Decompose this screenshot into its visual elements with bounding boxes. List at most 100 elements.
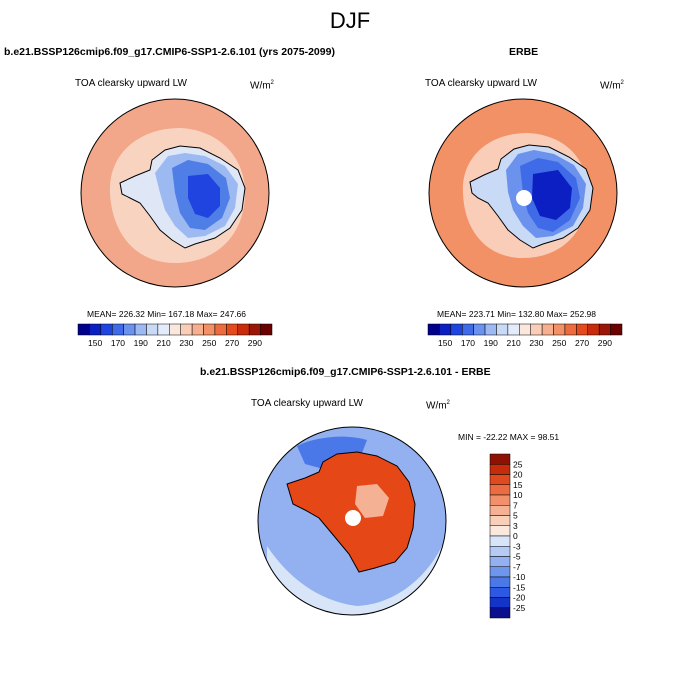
- diff-colorbar-tick-label: -15: [513, 582, 526, 592]
- diff-colorbar-tick-label: -10: [513, 572, 526, 582]
- diff-colorbar-tick-label: 15: [513, 480, 523, 490]
- obs-colorbar-tick-label: 250: [552, 338, 566, 348]
- diff-stats: MIN = -22.22 MAX = 98.51: [458, 432, 560, 442]
- model-colorbar-swatch: [111, 323, 124, 336]
- model-colorbar-swatch: [157, 323, 170, 336]
- diff-colorbar-swatch: [489, 494, 511, 506]
- diff-colorbar-swatch: [489, 505, 511, 516]
- model-variable-label: TOA clearsky upward LW: [75, 78, 187, 89]
- diff-colorbar-swatch: [489, 474, 511, 485]
- coastline: [286, 451, 416, 573]
- figure-title: DJF: [329, 8, 371, 33]
- obs-panel-title: ERBE: [509, 46, 539, 58]
- model-colorbar-tick-label: 170: [111, 338, 125, 348]
- obs-polar-map: [428, 98, 618, 288]
- obs-colorbar-swatch: [519, 323, 531, 336]
- model-units: W/m2: [250, 80, 274, 92]
- obs-colorbar-tick-label: 190: [484, 338, 498, 348]
- diff-variable-label: TOA clearsky upward LW: [251, 398, 363, 409]
- model-colorbar-tick-label: 210: [156, 338, 170, 348]
- model-stats: MEAN= 226.32 Min= 167.18 Max= 247.66: [87, 309, 247, 319]
- obs-colorbar-tick-label: 150: [438, 338, 452, 348]
- obs-colorbar-swatch: [553, 323, 566, 336]
- diff-colorbar-tick-label: 0: [513, 531, 518, 541]
- obs-variable-label: TOA clearsky upward LW: [425, 78, 537, 89]
- obs-colorbar-swatch: [484, 323, 497, 336]
- pole-hole: [345, 510, 361, 526]
- obs-colorbar-swatch: [576, 323, 589, 336]
- diff-colorbar-swatch: [489, 535, 511, 547]
- obs-colorbar-swatch: [439, 323, 452, 336]
- model-colorbar-tick-label: 190: [134, 338, 148, 348]
- obs-colorbar-swatch: [473, 323, 486, 336]
- diff-colorbar-swatch: [489, 576, 511, 588]
- diff-colorbar-tick-label: 20: [513, 470, 523, 480]
- coastline: [119, 145, 246, 249]
- obs-colorbar-tick-label: 290: [598, 338, 612, 348]
- diff-colorbar-swatch: [489, 587, 511, 598]
- model-colorbar-tick-label: 290: [248, 338, 262, 348]
- diff-colorbar-tick-label: -25: [513, 603, 526, 613]
- model-colorbar-swatch: [180, 323, 193, 336]
- model-colorbar-swatch: [134, 323, 147, 336]
- diff-colorbar-tick-label: 3: [513, 521, 518, 531]
- coastline: [469, 144, 594, 249]
- model-colorbar: 150 170 190 210 230 250 270 290: [77, 323, 273, 348]
- model-colorbar-swatch: [123, 323, 136, 336]
- diff-colorbar-swatch: [489, 464, 511, 475]
- model-colorbar-swatch: [191, 323, 204, 336]
- model-colorbar-tick-label: 230: [179, 338, 193, 348]
- model-colorbar-swatch: [146, 323, 159, 336]
- model-colorbar-tick-label: 270: [225, 338, 239, 348]
- model-colorbar-tick-label: 250: [202, 338, 216, 348]
- model-polar-map: [80, 98, 270, 288]
- obs-stats: MEAN= 223.71 Min= 132.80 Max= 252.98: [437, 309, 597, 319]
- diff-units: W/m2: [426, 400, 450, 412]
- diff-colorbar-swatch: [489, 597, 511, 608]
- antarctica-diff-light: [355, 484, 389, 518]
- diff-colorbar-swatch: [489, 484, 511, 496]
- diff-colorbar-swatch: [489, 556, 511, 567]
- obs-colorbar-swatch: [564, 323, 577, 336]
- pole-hole: [516, 190, 532, 206]
- diff-colorbar-tick-label: -5: [513, 552, 521, 562]
- diff-colorbar-swatch: [489, 607, 511, 619]
- obs-colorbar: 150 170 190 210 230 250 270 290: [427, 323, 623, 348]
- diff-colorbar-swatch: [489, 546, 511, 557]
- diff-colorbar-tick-label: 25: [513, 459, 523, 469]
- diff-colorbar-tick-label: -3: [513, 541, 521, 551]
- diff-polar-map: [257, 426, 447, 616]
- diff-colorbar-swatch: [489, 525, 511, 537]
- obs-colorbar-swatch: [598, 323, 611, 336]
- obs-colorbar-tick-label: 210: [506, 338, 520, 348]
- obs-colorbar-swatch: [587, 323, 600, 336]
- model-colorbar-swatch: [100, 323, 113, 336]
- antarctica-deep: [188, 174, 220, 218]
- diff-colorbar-swatch: [489, 515, 511, 526]
- antarctica-deep: [532, 170, 572, 220]
- model-colorbar-swatch: [214, 323, 227, 336]
- model-panel-title: b.e21.BSSP126cmip6.f09_g17.CMIP6-SSP1-2.…: [4, 46, 335, 58]
- obs-colorbar-swatch: [541, 323, 554, 336]
- diff-colorbar-swatch: [489, 566, 511, 578]
- obs-colorbar-tick-label: 170: [461, 338, 475, 348]
- ocean-field-light: [267, 546, 442, 615]
- obs-units: W/m2: [600, 80, 624, 92]
- model-colorbar-swatch: [169, 323, 181, 336]
- model-colorbar-swatch: [237, 323, 250, 336]
- obs-colorbar-tick-label: 270: [575, 338, 589, 348]
- diff-colorbar-tick-label: 5: [513, 511, 518, 521]
- diff-colorbar-tick-label: -20: [513, 593, 526, 603]
- model-colorbar-tick-label: 150: [88, 338, 102, 348]
- obs-colorbar-swatch: [496, 323, 509, 336]
- model-colorbar-swatch: [248, 323, 261, 336]
- model-colorbar-swatch: [203, 323, 216, 336]
- model-colorbar-swatch: [89, 323, 102, 336]
- obs-colorbar-swatch: [427, 323, 440, 336]
- obs-colorbar-swatch: [530, 323, 543, 336]
- obs-colorbar-swatch: [610, 323, 623, 336]
- diff-colorbar-swatch: [489, 453, 511, 465]
- obs-colorbar-swatch: [450, 323, 463, 336]
- diff-colorbar-tick-label: 10: [513, 490, 523, 500]
